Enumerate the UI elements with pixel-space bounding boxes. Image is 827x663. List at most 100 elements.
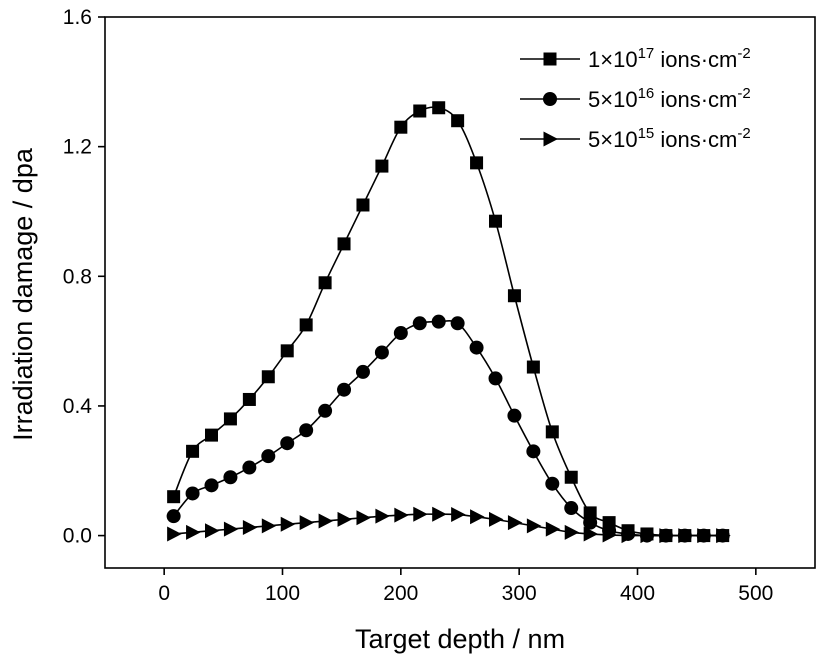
data-point <box>242 392 256 406</box>
data-point <box>299 423 314 438</box>
data-point <box>356 198 370 212</box>
data-point <box>432 101 446 115</box>
data-point <box>167 526 182 542</box>
y-tick-label: 0.0 <box>63 525 92 548</box>
legend-label-part: 16 <box>638 85 655 102</box>
data-point <box>223 412 237 426</box>
series-2 <box>166 314 730 543</box>
data-point <box>583 515 598 530</box>
data-point <box>621 528 637 544</box>
data-point <box>318 403 333 418</box>
data-point <box>186 524 201 540</box>
data-point <box>205 523 220 539</box>
legend-label-part: 1×10 <box>588 47 638 72</box>
data-point <box>280 516 296 532</box>
data-point <box>526 518 542 534</box>
data-point <box>526 360 540 374</box>
data-point <box>507 408 522 423</box>
data-point <box>470 156 484 170</box>
legend-label-part: -2 <box>737 85 750 102</box>
data-point <box>167 490 181 504</box>
legend-label-part: ions·cm <box>654 87 737 112</box>
plot-content <box>166 101 731 544</box>
data-point <box>318 513 334 529</box>
data-point <box>602 527 618 543</box>
data-point <box>507 515 523 531</box>
legend-marker <box>543 131 558 147</box>
data-point <box>488 371 503 386</box>
data-point <box>413 506 428 522</box>
data-point <box>242 460 257 475</box>
legend: 1×1017 ions·cm-25×1016 ions·cm-25×1015 i… <box>520 45 751 152</box>
legend-item-3: 5×1015 ions·cm-2 <box>520 125 751 152</box>
data-point <box>469 340 484 355</box>
x-tick-label: 400 <box>620 582 655 605</box>
data-point <box>564 524 580 540</box>
legend-label-part: 5×10 <box>588 127 638 152</box>
data-point <box>489 511 504 527</box>
y-tick-label: 0.4 <box>63 395 93 418</box>
data-point <box>375 159 389 173</box>
legend-label: 5×1016 ions·cm-2 <box>588 85 751 112</box>
data-point <box>337 237 351 251</box>
x-axis-title: Target depth / nm <box>355 624 565 654</box>
data-point <box>583 506 597 520</box>
data-point <box>545 476 560 491</box>
data-point <box>583 526 599 542</box>
data-point <box>223 521 239 537</box>
y-tick-label: 0.8 <box>63 265 92 288</box>
data-point <box>432 506 447 522</box>
legend-label-part: 5×10 <box>588 87 638 112</box>
data-point <box>337 382 352 397</box>
x-tick-label: 300 <box>502 582 537 605</box>
data-point <box>564 501 579 516</box>
data-point <box>451 507 466 523</box>
legend-label: 5×1015 ions·cm-2 <box>588 125 751 152</box>
legend-label: 1×1017 ions·cm-2 <box>588 45 751 72</box>
data-point <box>489 214 502 228</box>
axis-ticks: 0 100 200 300 400 500 0.0 0.4 0.8 1.2 1.6 <box>63 6 774 605</box>
data-point <box>640 528 655 544</box>
data-point <box>185 486 200 501</box>
plot-frame <box>104 16 816 569</box>
x-tick-label: 0 <box>158 582 170 605</box>
data-point <box>393 326 408 341</box>
legend-label-part: 17 <box>638 45 655 62</box>
data-point <box>470 509 485 525</box>
data-point <box>697 528 712 544</box>
data-point <box>374 345 389 360</box>
data-point <box>375 508 390 524</box>
series-line <box>173 320 723 537</box>
y-axis-title: Irradiation damage / dpa <box>8 147 38 441</box>
data-point <box>242 519 258 535</box>
x-tick-label: 200 <box>383 582 418 605</box>
data-point <box>318 276 332 290</box>
data-point <box>545 521 561 537</box>
data-point <box>545 425 559 439</box>
data-point <box>450 316 465 331</box>
data-point <box>678 528 693 544</box>
x-tick-label: 100 <box>265 582 300 605</box>
data-point <box>659 528 674 544</box>
legend-label-part: -2 <box>737 45 750 62</box>
data-point <box>394 507 409 523</box>
legend-label-part: 15 <box>638 125 655 142</box>
x-tick-label: 500 <box>738 582 773 605</box>
data-point <box>564 470 578 484</box>
data-point <box>451 114 465 128</box>
legend-label-part: ions·cm <box>654 127 737 152</box>
legend-item-1: 1×1017 ions·cm-2 <box>520 45 751 72</box>
legend-marker <box>543 52 557 66</box>
data-point <box>507 289 521 303</box>
data-point <box>223 470 238 485</box>
data-point <box>186 444 200 458</box>
legend-label-part: ions·cm <box>654 47 737 72</box>
data-point <box>356 510 371 526</box>
data-point <box>280 436 295 451</box>
data-point <box>431 314 446 329</box>
series-3 <box>167 506 731 544</box>
data-point <box>166 509 181 524</box>
data-point <box>526 444 541 459</box>
legend-label-part: -2 <box>737 125 750 142</box>
